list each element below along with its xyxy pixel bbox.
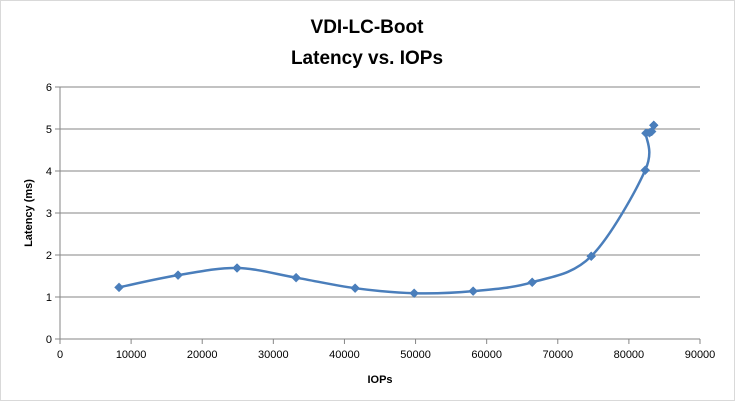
x-tick-label: 40000	[329, 349, 360, 361]
series-line	[117, 123, 656, 295]
y-tick-label: 1	[46, 292, 52, 304]
data-point-marker	[640, 165, 651, 176]
axis-layer	[55, 86, 701, 344]
x-tick-label: 0	[57, 349, 63, 361]
y-tick-label: 3	[46, 208, 52, 220]
data-point-marker	[114, 282, 124, 293]
data-point-marker	[232, 263, 242, 273]
x-tick-label: 20000	[187, 349, 218, 361]
data-point-marker	[586, 251, 597, 262]
y-tick-label: 2	[46, 250, 52, 262]
x-tick-label: 80000	[614, 349, 645, 361]
data-point-marker	[468, 286, 479, 296]
tick-label-layer: 0 1 2 3 4 5 6 0 10000 20000 30000 40000 50000 60000 70…	[46, 82, 715, 361]
series-layer	[114, 120, 659, 299]
chart-title-line-1: VDI-LC-Boot	[311, 17, 425, 38]
grid-layer	[60, 86, 700, 298]
x-tick-label: 70000	[542, 349, 573, 361]
x-tick-label: 90000	[685, 349, 716, 361]
data-point-marker	[350, 283, 360, 294]
x-tick-label: 10000	[116, 349, 147, 361]
x-axis-title: IOPs	[367, 374, 392, 386]
x-tick-label: 30000	[258, 349, 289, 361]
y-tick-label: 5	[46, 124, 52, 136]
y-axis-title: Latency (ms)	[23, 179, 35, 247]
data-point-marker	[173, 270, 183, 281]
y-tick-label: 6	[46, 82, 52, 94]
data-point-marker	[527, 277, 538, 288]
y-tick-label: 0	[46, 334, 52, 346]
data-point-marker	[291, 272, 301, 283]
y-tick-label: 4	[46, 166, 52, 178]
data-point-marker	[409, 288, 419, 299]
chart-title-line-2: Latency vs. IOPs	[291, 48, 443, 69]
x-tick-label: 50000	[400, 349, 431, 361]
x-tick-label: 60000	[471, 349, 502, 361]
data-point-marker	[648, 120, 659, 131]
